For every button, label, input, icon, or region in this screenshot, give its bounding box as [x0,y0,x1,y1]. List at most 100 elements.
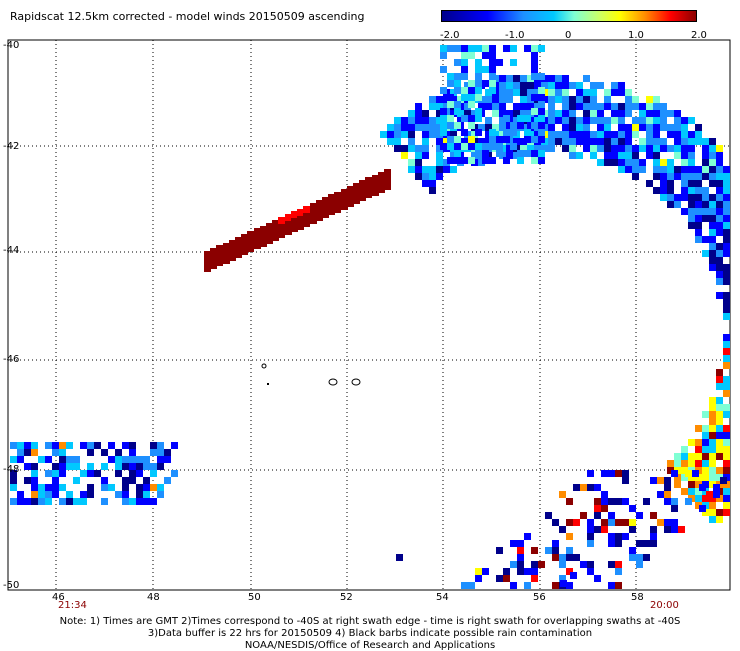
wind-cell [615,568,622,575]
wind-cell [204,258,211,265]
wind-cell [468,143,475,150]
wind-cell [394,145,401,152]
wind-cell [702,145,709,152]
wind-cell [334,199,341,206]
wind-cell [401,117,408,124]
wind-cell [464,138,471,145]
wind-cell [422,131,429,138]
note-line-1: Note: 1) Times are GMT 2)Times correspon… [59,616,681,627]
island-contour [351,378,361,386]
wind-cell [681,460,688,467]
wind-cell [618,138,625,145]
wind-cell [681,474,688,481]
wind-cell [653,187,660,194]
wind-cell [429,96,436,103]
wind-cell [632,117,639,124]
wind-cell [447,45,454,52]
wind-cell [618,145,625,152]
wind-cell [650,540,657,547]
wind-cell [31,491,38,498]
wind-cell [468,136,475,143]
wind-cell [150,449,157,456]
wind-cell [723,341,730,348]
wind-cell [723,439,730,446]
wind-cell [499,96,506,103]
wind-cell [422,138,429,145]
wind-cell [475,115,482,122]
wind-cell [583,89,590,96]
wind-cell [587,470,594,477]
wind-cell [674,110,681,117]
wind-cell [87,442,94,449]
wind-cell [322,211,329,218]
wind-cell [443,159,450,166]
wind-cell [657,477,664,484]
wind-cell [590,138,597,145]
wind-cell [681,467,688,474]
wind-cell [709,502,716,509]
wind-cell [695,495,702,502]
wind-cell [499,75,506,82]
wind-cell [499,131,506,138]
wind-cell [297,223,304,230]
wind-cell [702,453,709,460]
wind-cell [695,453,702,460]
wind-cell [632,173,639,180]
wind-cell [415,145,422,152]
wind-cell [485,124,492,131]
wind-cell [378,179,385,186]
wind-cell [702,173,709,180]
wind-cell [506,75,513,82]
wind-cell [667,187,674,194]
wind-cell [471,152,478,159]
wind-cell [555,138,562,145]
wind-cell [723,187,730,194]
wind-cell [723,390,730,397]
wind-cell [723,362,730,369]
wind-cell [17,498,24,505]
wind-cell [489,129,496,136]
wind-cell [611,82,618,89]
wind-cell [510,129,517,136]
wind-cell [171,442,178,449]
wind-cell [695,131,702,138]
wind-cell [548,117,555,124]
wind-cell [482,568,489,575]
wind-cell [667,201,674,208]
wind-cell [681,131,688,138]
wind-cell [688,166,695,173]
wind-cell [45,470,52,477]
wind-cell [447,101,454,108]
wind-cell [552,519,559,526]
wind-cell [422,145,429,152]
wind-cell [660,124,667,131]
wind-cell [372,182,379,189]
wind-cell [454,157,461,164]
wind-cell [709,243,716,250]
wind-cell [716,418,723,425]
wind-cell [517,122,524,129]
wind-cell [513,82,520,89]
wind-cell [450,131,457,138]
wind-cell [468,45,475,52]
wind-cell [681,187,688,194]
wind-cell [723,495,730,502]
colorbar-tick: 2.0 [691,30,707,41]
wind-cell [545,512,552,519]
wind-cell [674,138,681,145]
wind-cell [17,491,24,498]
wind-cell [513,138,520,145]
wind-cell [674,145,681,152]
wind-cell [576,152,583,159]
wind-cell [702,446,709,453]
wind-cell [548,82,555,89]
wind-cell [597,138,604,145]
wind-cell [538,101,545,108]
wind-cell [695,124,702,131]
wind-cell [625,103,632,110]
wind-cell [285,214,292,221]
wind-cell [485,138,492,145]
wind-cell [52,463,59,470]
wind-cell [632,124,639,131]
wind-cell [461,87,468,94]
